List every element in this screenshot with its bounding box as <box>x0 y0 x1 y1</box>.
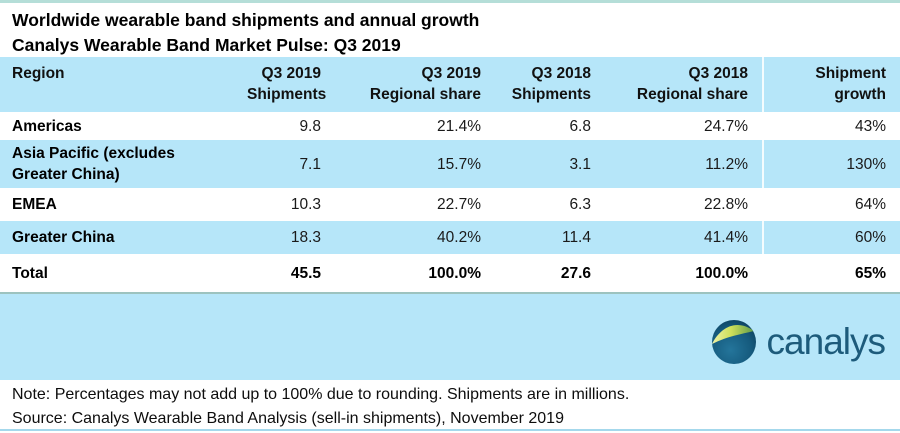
value-cell: 11.4 <box>495 221 605 254</box>
col-header-q3-2019-shipments: Q3 2019 Shipments <box>235 57 335 112</box>
value-cell: 3.1 <box>495 140 605 188</box>
top-rule <box>0 0 900 3</box>
value-cell: 15.7% <box>335 140 495 188</box>
value-cell: 22.8% <box>605 188 763 221</box>
canalys-wordmark: canalys <box>766 321 886 362</box>
value-cell: 24.7% <box>605 112 763 140</box>
region-cell: Americas <box>0 112 235 140</box>
value-cell: 22.7% <box>335 188 495 221</box>
value-cell: 45.5 <box>235 254 335 292</box>
region-cell: Asia Pacific (excludes Greater China) <box>0 140 235 188</box>
col-header-region: Region <box>0 57 235 112</box>
value-cell: 6.8 <box>495 112 605 140</box>
region-cell: Total <box>0 254 235 292</box>
canalys-globe-icon <box>711 320 756 364</box>
value-cell: 18.3 <box>235 221 335 254</box>
value-cell: 41.4% <box>605 221 763 254</box>
value-cell: 10.3 <box>235 188 335 221</box>
footnotes: Note: Percentages may not add up to 100%… <box>0 380 900 429</box>
col-header-q3-2018-shipments: Q3 2018 Shipments <box>495 57 605 112</box>
col-header-q3-2019-share: Q3 2019 Regional share <box>335 57 495 112</box>
value-cell: 27.6 <box>495 254 605 292</box>
growth-cell: 60% <box>762 221 900 254</box>
value-cell: 6.3 <box>495 188 605 221</box>
value-cell: 100.0% <box>335 254 495 292</box>
bottom-rule <box>0 429 900 431</box>
value-cell: 11.2% <box>605 140 763 188</box>
source-text: Source: Canalys Wearable Band Analysis (… <box>12 410 564 427</box>
title-block: Worldwide wearable band shipments and an… <box>0 3 900 57</box>
region-cell: EMEA <box>0 188 235 221</box>
col-header-growth: Shipment growth <box>762 57 900 112</box>
table-row-americas: Americas 9.8 21.4% 6.8 24.7% 43% <box>0 112 900 140</box>
value-cell: 100.0% <box>605 254 763 292</box>
growth-cell: 130% <box>762 140 900 188</box>
value-cell: 7.1 <box>235 140 335 188</box>
page-subtitle: Canalys Wearable Band Market Pulse: Q3 2… <box>12 35 401 55</box>
table-row-emea: EMEA 10.3 22.7% 6.3 22.8% 64% <box>0 188 900 221</box>
table-header-row: Region Q3 2019 Shipments Q3 2019 Regiona… <box>0 57 900 112</box>
value-cell: 40.2% <box>335 221 495 254</box>
region-cell: Greater China <box>0 221 235 254</box>
page-title: Worldwide wearable band shipments and an… <box>12 10 480 30</box>
growth-cell: 65% <box>762 254 900 292</box>
logo-band: canalys <box>0 292 900 380</box>
value-cell: 21.4% <box>335 112 495 140</box>
col-header-q3-2018-share: Q3 2018 Regional share <box>605 57 763 112</box>
table-row-total: Total 45.5 100.0% 27.6 100.0% 65% <box>0 254 900 292</box>
canalys-logo: canalys <box>711 319 886 365</box>
growth-cell: 43% <box>762 112 900 140</box>
table-row-asia-pacific: Asia Pacific (excludes Greater China) 7.… <box>0 140 900 188</box>
note-text: Note: Percentages may not add up to 100%… <box>12 386 630 403</box>
value-cell: 9.8 <box>235 112 335 140</box>
shipments-table: Region Q3 2019 Shipments Q3 2019 Regiona… <box>0 57 900 292</box>
table-row-greater-china: Greater China 18.3 40.2% 11.4 41.4% 60% <box>0 221 900 254</box>
growth-cell: 64% <box>762 188 900 221</box>
